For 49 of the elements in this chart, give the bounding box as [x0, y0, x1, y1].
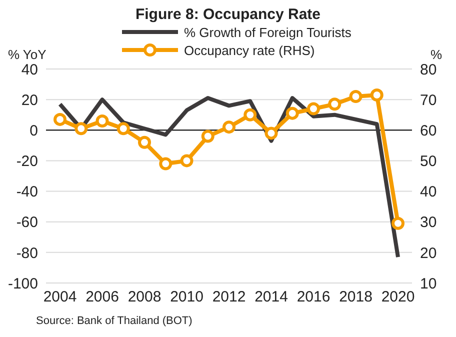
y2-tick-label: 30	[420, 214, 437, 232]
point	[286, 106, 299, 120]
point	[159, 157, 172, 170]
x-tick-label: 2006	[86, 288, 119, 306]
point	[222, 120, 236, 134]
y-tick-label: -20	[16, 153, 38, 170]
point	[328, 98, 342, 111]
legend-label: Occupancy rate (RHS)	[184, 42, 315, 58]
x-tick-label: 2014	[254, 288, 288, 306]
point	[244, 108, 257, 122]
point	[307, 102, 320, 116]
point	[370, 88, 384, 102]
point	[201, 130, 214, 143]
y-axis-title: % YoY	[8, 47, 46, 62]
y-tick-label: 0	[30, 122, 38, 140]
point	[392, 216, 404, 230]
x-tick-label: 2010	[170, 288, 204, 306]
y-tick-label: -60	[16, 214, 38, 232]
y-tick-label: -40	[16, 184, 38, 201]
y-tick-label: -100	[8, 275, 38, 292]
y2-tick-label: 80	[420, 61, 437, 78]
point	[138, 136, 151, 149]
y2-tick-label: 10	[420, 275, 437, 292]
x-tick-label: 2016	[296, 288, 330, 306]
y2-axis-title: %	[430, 47, 442, 62]
x-tick-label: 2008	[128, 288, 162, 306]
point	[180, 154, 194, 168]
line-series	[58, 96, 400, 260]
chart-title: Figure 8: Occupancy Rate	[134, 6, 322, 23]
point	[54, 112, 66, 126]
point	[264, 126, 278, 140]
y-tick-label: -80	[16, 244, 38, 262]
x-tick-label: 2004	[43, 288, 77, 306]
y2-tick-label: 40	[420, 184, 437, 201]
y2-tick-label: 50	[420, 153, 437, 170]
source-note: Source: Bank of Thailand (BOT)	[36, 315, 194, 327]
point	[74, 122, 88, 136]
y2-tick-label: 60	[420, 122, 437, 140]
y-tick-label: 20	[21, 92, 38, 109]
y-tick-label: 40	[21, 61, 38, 78]
point	[96, 114, 109, 128]
legend-label: % Growth of Foreign Tourists	[184, 24, 352, 40]
x-tick-label: 2012	[212, 288, 246, 306]
y2-tick-label: 70	[420, 92, 437, 109]
point	[349, 90, 362, 104]
y2-tick-label: 20	[420, 244, 437, 262]
x-tick-label: 2020	[381, 288, 415, 306]
x-tick-label: 2018	[339, 288, 372, 306]
point	[116, 122, 130, 136]
